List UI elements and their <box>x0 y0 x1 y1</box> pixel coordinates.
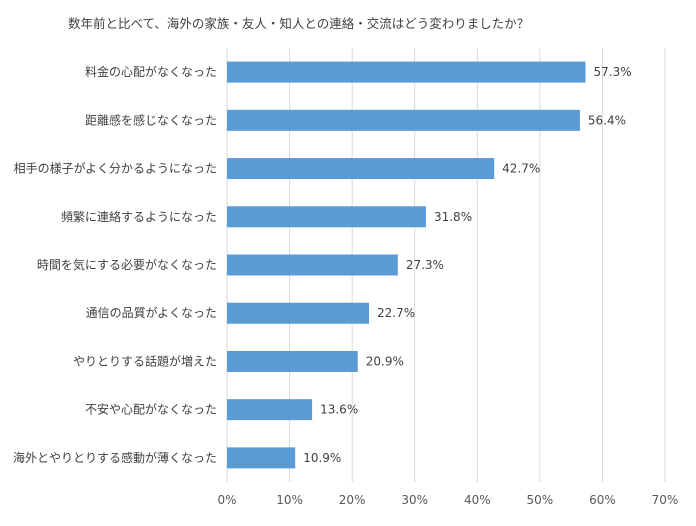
x-tick-label: 40% <box>464 493 491 507</box>
bar <box>227 447 296 469</box>
data-label: 20.9% <box>366 354 404 368</box>
data-label: 56.4% <box>588 113 626 127</box>
category-label: 頻繁に連絡するようになった <box>61 209 217 224</box>
bar <box>227 206 426 228</box>
x-tick-label: 60% <box>589 493 616 507</box>
category-label: 相手の様子がよく分かるようになった <box>14 161 217 176</box>
data-label: 10.9% <box>303 451 341 465</box>
data-label: 57.3% <box>594 65 632 79</box>
x-tick-label: 20% <box>339 493 366 507</box>
category-label: 距離感を感じなくなった <box>85 112 217 127</box>
x-tick-label: 70% <box>652 493 679 507</box>
category-label: やりとりする話題が増えた <box>73 353 217 368</box>
bar <box>227 399 313 421</box>
data-label: 22.7% <box>377 306 415 320</box>
category-label: 時間を気にする必要がなくなった <box>37 257 217 272</box>
bar <box>227 61 586 83</box>
bar <box>227 109 580 131</box>
data-label: 27.3% <box>406 258 444 272</box>
bar <box>227 254 398 276</box>
category-label: 通信の品質がよくなった <box>86 305 217 320</box>
data-label: 42.7% <box>502 162 540 176</box>
data-label: 13.6% <box>320 403 358 417</box>
category-label: 料金の心配がなくなった <box>85 64 217 79</box>
bar <box>227 350 358 372</box>
x-tick-label: 0% <box>217 493 236 507</box>
bar <box>227 158 495 180</box>
category-label: 海外とやりとりする感動が薄くなった <box>13 450 217 465</box>
x-tick-label: 30% <box>401 493 428 507</box>
x-tick-label: 10% <box>276 493 303 507</box>
x-tick-label: 50% <box>527 493 554 507</box>
bar <box>227 302 370 324</box>
data-label: 31.8% <box>434 210 472 224</box>
category-label: 不安や心配がなくなった <box>85 402 217 417</box>
chart-title: 数年前と比べて、海外の家族・友人・知人との連絡・交流はどう変わりましたか？ <box>68 16 530 31</box>
